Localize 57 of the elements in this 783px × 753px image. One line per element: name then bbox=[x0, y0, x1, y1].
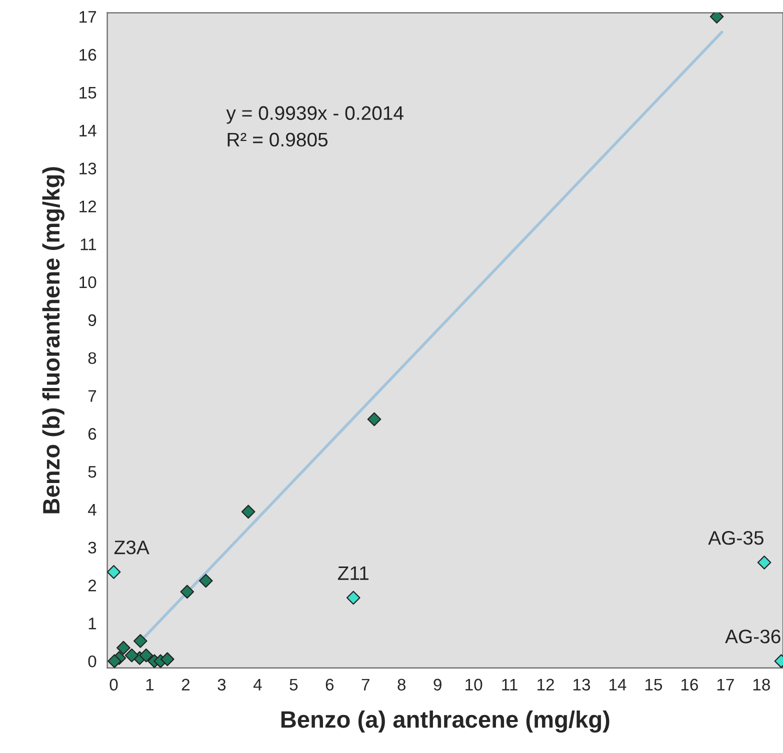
x-tick-label: 15 bbox=[645, 678, 662, 691]
point bbox=[116, 640, 130, 655]
y-tick-label: 16 bbox=[80, 48, 96, 61]
x-tick-label: 11 bbox=[502, 678, 518, 690]
annotation: AG-35 bbox=[708, 531, 764, 545]
x-tick-label: 4 bbox=[253, 678, 262, 690]
y-tick-label: 0 bbox=[88, 655, 96, 668]
point bbox=[241, 504, 256, 519]
y-axis-title: Benzo (b) fluoranthene (mg/kg) bbox=[42, 167, 64, 514]
x-tick-label: 8 bbox=[398, 678, 406, 691]
y-tick-label: 7 bbox=[88, 390, 96, 402]
y-tick-label: 3 bbox=[88, 542, 96, 554]
x-tick-label: 18 bbox=[753, 678, 770, 691]
y-tick-label: 4 bbox=[88, 504, 96, 516]
annotation: Z11 bbox=[338, 566, 368, 580]
x-tick-label: 5 bbox=[290, 678, 298, 691]
y-tick-label: 13 bbox=[80, 162, 96, 174]
point bbox=[107, 565, 121, 579]
x-axis-title: Benzo (a) anthracene (mg/kg) bbox=[281, 710, 610, 733]
x-tick-label: 13 bbox=[574, 678, 590, 691]
x-tick-label: 17 bbox=[717, 678, 734, 690]
point bbox=[367, 412, 382, 426]
point bbox=[757, 556, 772, 570]
x-tick-label: 1 bbox=[146, 678, 154, 690]
x-tick-label: 7 bbox=[362, 678, 370, 690]
y-tick-label: 8 bbox=[88, 352, 96, 364]
point bbox=[139, 648, 154, 662]
x-tick-label: 3 bbox=[218, 678, 226, 691]
point bbox=[198, 574, 213, 588]
x-tick-label: 10 bbox=[466, 678, 482, 691]
x-tick-label: 2 bbox=[182, 678, 190, 690]
y-tick-label: 10 bbox=[80, 276, 96, 288]
point bbox=[180, 584, 194, 599]
y-tick-label: 15 bbox=[80, 86, 96, 99]
y-tick-label: 14 bbox=[80, 124, 96, 136]
y-tick-label: 11 bbox=[80, 238, 96, 250]
point bbox=[346, 590, 360, 605]
x-tick-label: 14 bbox=[609, 678, 626, 690]
annotation: AG-36 bbox=[725, 630, 780, 644]
y-tick-label: 5 bbox=[88, 466, 96, 478]
point bbox=[124, 648, 139, 662]
y-tick-label: 12 bbox=[80, 200, 96, 212]
y-tick-label: 17 bbox=[80, 11, 96, 23]
x-tick-label: 0 bbox=[110, 678, 118, 691]
x-tick-label: 6 bbox=[326, 678, 334, 691]
x-tick-label: 12 bbox=[538, 678, 554, 690]
y-tick-label: 9 bbox=[88, 314, 96, 326]
x-tick-label: 16 bbox=[681, 678, 698, 691]
y-tick-label: 1 bbox=[88, 618, 96, 630]
point bbox=[160, 652, 174, 666]
y-tick-label: 6 bbox=[88, 428, 96, 440]
y-tick-label: 2 bbox=[88, 580, 96, 592]
annotation: y = 0.9939x - 0.2014 R² = 0.9805 bbox=[226, 106, 404, 147]
x-tick-label: 9 bbox=[434, 678, 442, 691]
annotation: Z3A bbox=[114, 540, 150, 554]
point bbox=[133, 634, 148, 648]
point bbox=[108, 654, 122, 668]
